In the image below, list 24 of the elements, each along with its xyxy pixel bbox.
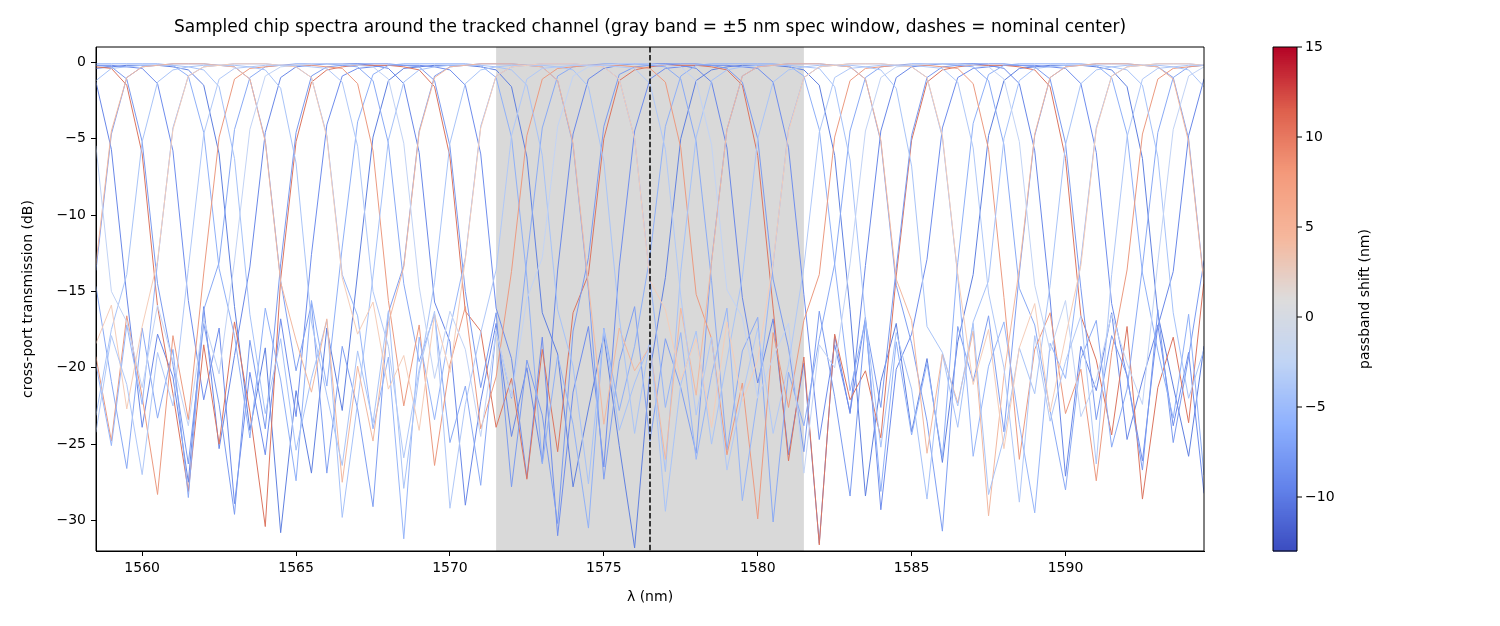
- x-tick-label: 1580: [739, 559, 776, 576]
- x-tick-label: 1570: [432, 559, 468, 576]
- y-tick-label: −25: [56, 434, 86, 451]
- color-bar-label: 10: [1305, 127, 1323, 144]
- y-tick-label: −10: [56, 205, 86, 222]
- x-tick-label: 1590: [1047, 559, 1084, 576]
- color-bar-label: 0: [1305, 307, 1314, 324]
- x-tick-label: 1585: [893, 559, 930, 576]
- color-bar-label: 5: [1305, 217, 1314, 234]
- y-axis-title: cross-port transmission (dB): [19, 200, 36, 398]
- y-tick-label: 0: [77, 52, 86, 69]
- color-bar-label: −10: [1305, 487, 1335, 504]
- color-bar-title: passband shift (nm): [1355, 229, 1372, 369]
- x-tick-label: 1560: [124, 559, 160, 576]
- x-axis-title: λ (nm): [626, 588, 674, 605]
- x-tick-label: 1575: [586, 559, 622, 576]
- color-bar-label: −5: [1305, 397, 1326, 414]
- y-tick-label: −5: [65, 129, 86, 146]
- color-bar-label: 15: [1305, 37, 1323, 54]
- x-tick-label: 1565: [278, 559, 314, 576]
- y-tick-label: −15: [56, 282, 86, 298]
- y-tick-label: −30: [56, 511, 86, 528]
- y-tick-label: −20: [56, 358, 86, 375]
- chart-title: Sampled chip spectra around the tracked channel (gray band = ±5 nm spec window, dashes = nominal center): [173, 16, 1127, 37]
